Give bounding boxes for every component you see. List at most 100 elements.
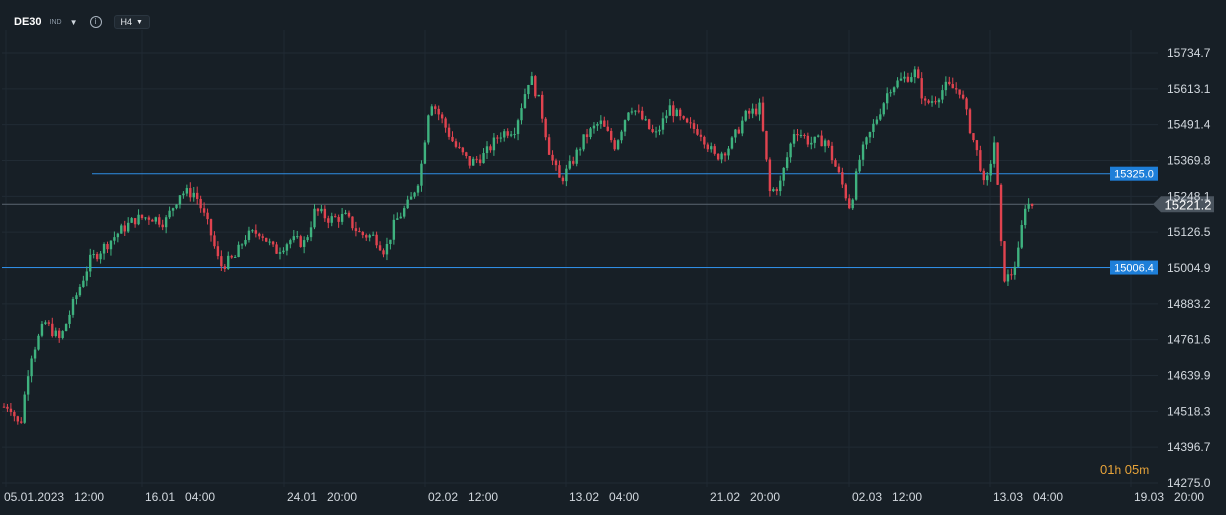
candle-body: [161, 224, 164, 228]
candle-body: [289, 240, 292, 245]
candle-body: [996, 142, 999, 185]
candle-body: [209, 219, 213, 236]
candle-body: [823, 140, 827, 147]
candle-body: [492, 137, 496, 151]
candle-body: [520, 108, 523, 121]
candle-body: [537, 94, 540, 97]
candle-body: [437, 108, 440, 115]
candle-body: [461, 147, 465, 153]
candle-body: [827, 140, 830, 146]
candle-body: [999, 184, 1003, 242]
candle-body: [258, 233, 261, 237]
candle-body: [789, 143, 792, 158]
candle-body: [979, 150, 982, 171]
candle-body: [696, 128, 699, 135]
candle-body: [140, 214, 144, 219]
time-tick-label: 02.02: [428, 490, 458, 504]
price-tick-label: 15613.1: [1167, 82, 1211, 96]
candle-body: [99, 253, 102, 260]
candle-body: [382, 250, 385, 255]
timeframe-select[interactable]: H4 ▼: [113, 15, 150, 29]
candle-body: [430, 106, 433, 116]
chart-grid: [2, 30, 1158, 487]
candle-body: [244, 239, 247, 245]
candle-body: [658, 129, 661, 132]
candle-body: [447, 127, 451, 137]
candle-body: [227, 255, 230, 269]
candle-body: [930, 101, 934, 103]
candle-body: [868, 131, 872, 138]
candle-body: [806, 135, 810, 145]
candle-body: [9, 408, 13, 413]
candle-body: [551, 154, 554, 161]
candle-body: [516, 120, 520, 135]
level-price-label: 15325.0: [1114, 169, 1154, 181]
candle-body: [541, 94, 544, 119]
candle-body: [144, 217, 147, 219]
symbol-dropdown-icon[interactable]: ▼: [69, 17, 78, 27]
candle-body: [403, 208, 406, 217]
candle-body: [547, 137, 551, 155]
candle-body: [523, 94, 527, 109]
time-tick-label: 02.03: [852, 490, 882, 504]
candle-body: [903, 76, 906, 79]
candle-body: [610, 130, 613, 141]
candle-body: [385, 243, 389, 255]
candle-body: [358, 231, 361, 233]
candle-body: [237, 244, 240, 258]
candle-body: [685, 118, 689, 123]
candle-body: [854, 171, 858, 200]
time-tick-label: 04:00: [1033, 490, 1063, 504]
chevron-down-icon: ▼: [136, 18, 143, 26]
candle-body: [120, 225, 123, 234]
candle-body: [420, 163, 423, 186]
candle-body: [830, 145, 834, 161]
price-tick-label: 15734.7: [1167, 46, 1211, 60]
candle-body: [951, 84, 954, 89]
candle-body: [427, 115, 430, 143]
candle-body: [40, 323, 44, 336]
candle-body: [164, 217, 168, 228]
candle-body: [744, 110, 747, 121]
candle-body: [506, 131, 509, 136]
candle-body: [309, 227, 313, 238]
symbol-label[interactable]: DE30: [14, 16, 42, 28]
candle-body: [61, 331, 64, 338]
candle-body: [13, 412, 16, 417]
current-price-tag: [1153, 196, 1214, 213]
candle-body: [692, 123, 696, 129]
candle-body: [689, 122, 692, 124]
candle-body: [758, 102, 761, 115]
price-tick-label: 15491.4: [1167, 118, 1211, 132]
candle-body: [848, 198, 851, 209]
candle-body: [813, 136, 816, 143]
info-icon[interactable]: i: [89, 16, 102, 28]
price-tick-label: 15004.9: [1167, 261, 1211, 275]
price-tick-label: 14396.7: [1167, 440, 1211, 454]
candle-body: [206, 212, 209, 220]
candle-body: [761, 102, 765, 131]
candle-body: [896, 80, 899, 88]
candle-body: [968, 109, 972, 134]
candle-body: [661, 118, 665, 130]
candle-body: [872, 123, 875, 132]
candle-body: [768, 159, 772, 192]
candle-body: [137, 214, 140, 225]
candle-body: [489, 146, 492, 151]
candle-body: [475, 158, 478, 160]
time-tick-label: 21.02: [710, 490, 740, 504]
price-tick-label: 14639.9: [1167, 369, 1211, 383]
candle-body: [482, 153, 485, 164]
level-price-tag: [1110, 166, 1158, 181]
candle-body: [192, 192, 195, 198]
candle-body: [772, 189, 775, 192]
candle-body: [713, 146, 716, 154]
candle-body: [313, 208, 316, 228]
candle-body: [323, 208, 327, 219]
candle-body: [730, 137, 734, 149]
candle-body: [344, 212, 347, 214]
candle-body: [213, 235, 216, 247]
time-tick-label: 16.01: [145, 490, 175, 504]
countdown-hours-unit: h: [1114, 463, 1122, 477]
